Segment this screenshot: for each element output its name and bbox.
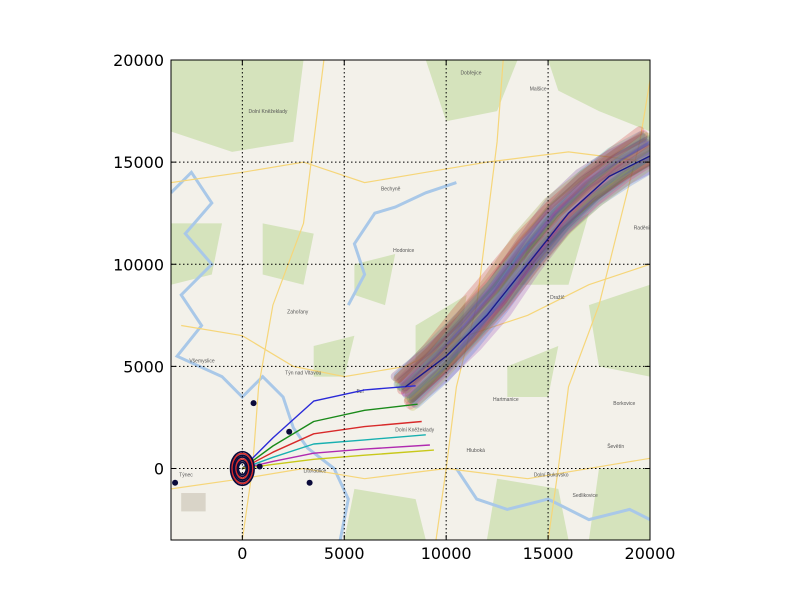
map-place-label: Dolní Bukovsko xyxy=(534,473,569,479)
map-place-label: Sedlikovice xyxy=(573,493,599,499)
x-tick-label: 10000 xyxy=(421,544,472,563)
map-place-label: Dražíč xyxy=(550,295,565,301)
map-place-label: Dolní Kněžeklady xyxy=(248,109,287,115)
point-marker xyxy=(256,463,263,470)
map-place-label: Hartmanice xyxy=(493,397,519,403)
trajectory-band-strand xyxy=(401,140,650,398)
map-forest-area xyxy=(588,284,650,377)
map-forest-area xyxy=(171,223,222,285)
map-forest-area xyxy=(425,60,518,122)
map-river xyxy=(346,181,457,306)
y-tick-label: 5000 xyxy=(123,357,164,376)
trajectory-band-strand xyxy=(393,137,649,389)
y-tick-label: 15000 xyxy=(113,153,164,172)
map-place-label: Bzí xyxy=(356,389,364,395)
map-place-label: Týnec xyxy=(179,473,193,479)
point-markers xyxy=(172,400,313,487)
start-ring xyxy=(234,458,250,479)
y-tick-label: 10000 xyxy=(113,255,164,274)
series-line-3 xyxy=(242,434,426,470)
series-line-5 xyxy=(242,449,434,470)
map-place-label: Ševětín xyxy=(607,443,624,450)
map-forest-area xyxy=(354,254,396,306)
point-marker xyxy=(286,428,293,435)
map-place-label: Hodonice xyxy=(393,248,414,254)
trajectory-band-strand xyxy=(402,150,650,399)
map-place-label: Bechyně xyxy=(381,187,401,193)
start-ring xyxy=(233,456,252,481)
map-place-label: Zahořany xyxy=(287,309,309,315)
map-place-label: Raděnice xyxy=(634,226,655,232)
map-place-label: Týn nad Vltavou xyxy=(285,371,321,377)
start-ring xyxy=(229,450,255,487)
trajectory-band xyxy=(390,126,650,411)
start-ring xyxy=(231,452,254,485)
y-tick-label: 0 xyxy=(154,460,164,479)
map-forest-area xyxy=(171,60,304,152)
map-road xyxy=(171,151,650,184)
trajectory-band-strand xyxy=(404,156,650,404)
trajectory-band-strand xyxy=(394,126,645,383)
map-place-label: Borkovice xyxy=(613,401,635,407)
map-forest-area xyxy=(507,346,559,397)
trajectory-band-strand xyxy=(399,136,650,387)
start-ring xyxy=(232,454,253,483)
trajectory-band-strand xyxy=(393,131,645,381)
point-marker xyxy=(306,479,313,486)
map-place-label: Malšice xyxy=(530,87,547,93)
x-tick-label: 5000 xyxy=(324,544,365,563)
trajectory-band-strand xyxy=(410,164,650,408)
trajectory-band-strand xyxy=(397,138,648,387)
point-marker xyxy=(250,400,257,407)
trajectory-band-strand xyxy=(406,148,650,404)
map-road xyxy=(547,80,650,540)
map-town-area xyxy=(181,493,206,512)
trajectory-band-strand xyxy=(393,131,649,384)
series-line-4 xyxy=(242,444,430,470)
point-marker xyxy=(172,479,179,486)
series-line-0 xyxy=(241,385,416,469)
start-ring xyxy=(237,461,248,476)
start-ring xyxy=(236,459,249,478)
trajectory-band-strand xyxy=(390,133,648,381)
trajectory-band-strand xyxy=(397,138,650,395)
map-forest-area xyxy=(344,488,426,540)
y-tick-label: 20000 xyxy=(113,51,164,70)
map-road xyxy=(181,263,650,378)
trajectory-band-strand xyxy=(405,157,650,410)
trajectory-band-strand xyxy=(408,155,650,405)
map-place-label: Dolní Kněžeklady xyxy=(395,428,434,434)
series-line-2 xyxy=(241,420,422,470)
map-place-label: Hluboká xyxy=(467,448,486,454)
x-tick-label: 0 xyxy=(237,544,247,563)
map-forest-area xyxy=(588,468,650,540)
map-place-label: Všemyslice xyxy=(189,358,215,364)
axes: 0 5000 10000 15000 20000 0 5000 10000 15000 20000 xyxy=(113,51,675,563)
trajectory-band-strand xyxy=(400,143,650,392)
map-place-label: Litoradlice xyxy=(303,469,326,475)
x-tick-label: 15000 xyxy=(523,544,574,563)
trajectory-band-strand xyxy=(394,132,650,389)
trajectory-band-strand xyxy=(408,155,650,402)
x-tick-label: 20000 xyxy=(625,544,676,563)
trajectory-band-strand xyxy=(396,129,649,385)
map-river xyxy=(171,169,350,540)
map-forest-area xyxy=(548,60,650,132)
trajectory-band-strand xyxy=(396,135,650,391)
series-line-1 xyxy=(241,403,418,470)
map-forest-area xyxy=(517,213,589,285)
map-forest-area xyxy=(262,223,314,285)
trajectory-band-strand xyxy=(411,164,650,409)
map-river xyxy=(455,467,650,522)
map-place-label: Dobřejice xyxy=(460,70,481,76)
trajectory-band-strand xyxy=(401,143,650,394)
plot-frame xyxy=(170,59,651,541)
